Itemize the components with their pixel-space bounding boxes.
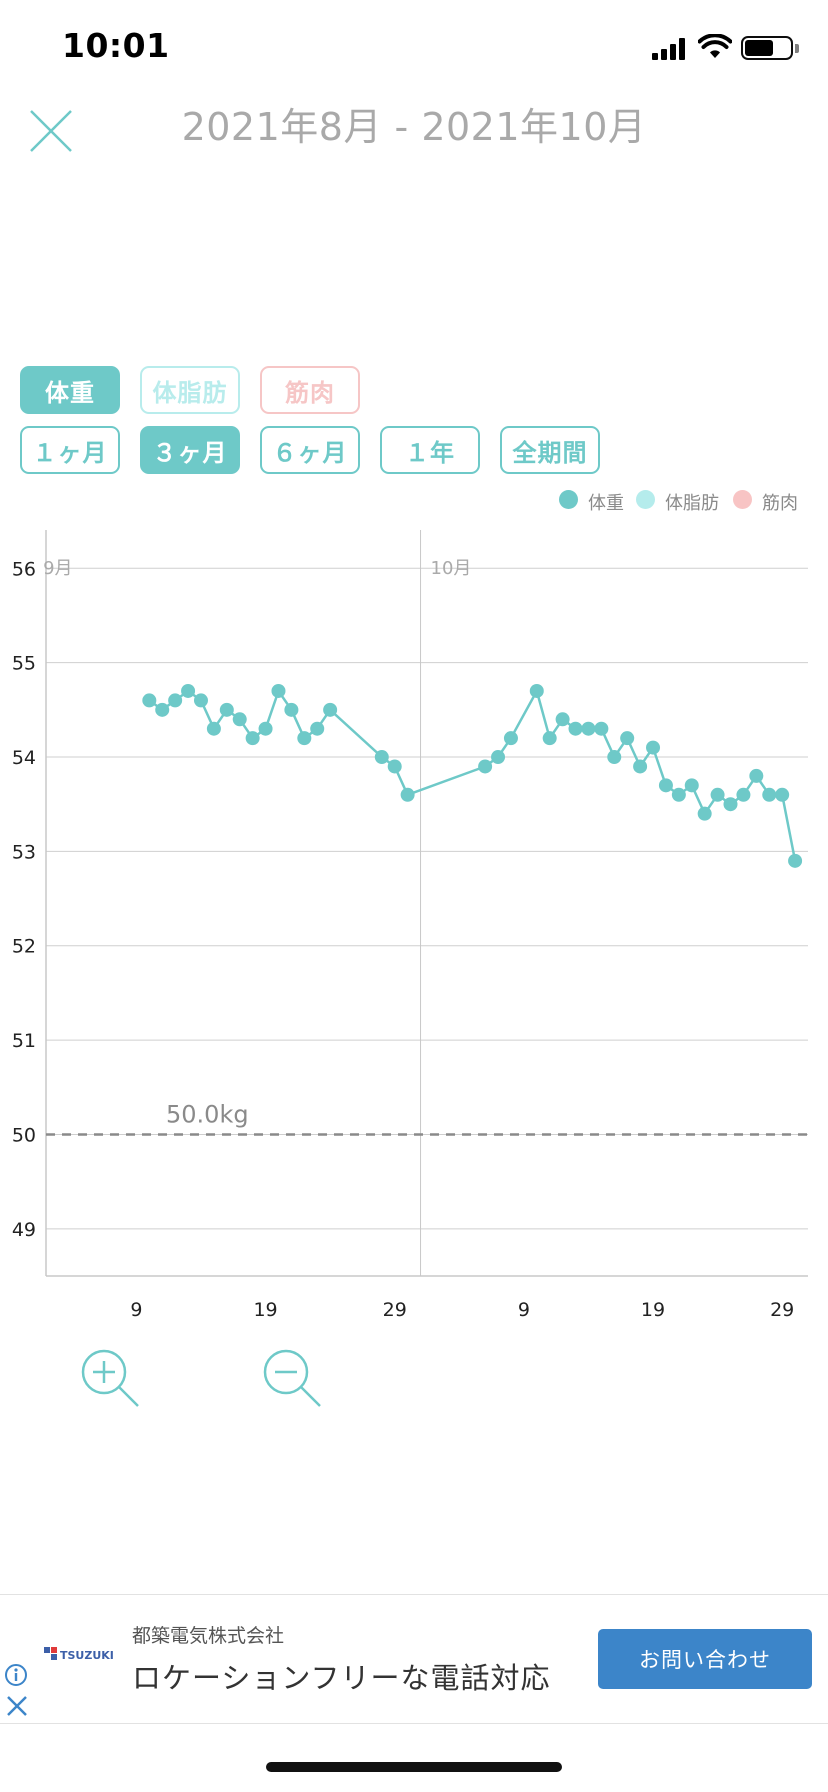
ad-logo: TSUZUKI xyxy=(44,1647,114,1671)
legend-body-fat-dot xyxy=(636,490,655,509)
legend-weight-dot xyxy=(559,490,578,509)
weight-point xyxy=(658,778,673,793)
weight-point xyxy=(749,768,764,783)
ad-info-icon[interactable] xyxy=(4,1663,28,1687)
weight-point xyxy=(697,806,712,821)
weight-point xyxy=(710,787,725,802)
weight-point xyxy=(155,702,170,717)
home-indicator xyxy=(266,1762,562,1772)
x-tick-label: 19 xyxy=(253,1299,277,1320)
battery-icon xyxy=(741,36,801,60)
month-label: 10月 xyxy=(431,558,472,579)
y-tick-label: 52 xyxy=(12,936,36,958)
tab-3-months[interactable]: ３ヶ月 xyxy=(140,426,240,474)
y-tick-label: 53 xyxy=(12,841,36,863)
zoom-out-icon xyxy=(263,1349,321,1407)
x-tick-label: 9 xyxy=(130,1299,142,1320)
weight-point xyxy=(581,721,596,736)
x-tick-label: 29 xyxy=(383,1299,407,1320)
target-label: 50.0kg xyxy=(166,1100,249,1128)
weight-point xyxy=(181,683,196,698)
weight-point xyxy=(684,778,699,793)
weight-point xyxy=(568,721,583,736)
weight-point xyxy=(374,750,389,765)
tab-6-months[interactable]: ６ヶ月 xyxy=(260,426,360,474)
weight-point xyxy=(168,693,183,708)
weight-point xyxy=(762,787,777,802)
weight-point xyxy=(245,731,260,746)
weight-point xyxy=(387,759,402,774)
weight-point xyxy=(310,721,325,736)
weight-point xyxy=(478,759,493,774)
weight-point xyxy=(206,721,221,736)
y-tick-label: 56 xyxy=(12,558,36,580)
legend-muscle-label: 筋肉 xyxy=(762,493,798,514)
tab-muscle[interactable]: 筋肉 xyxy=(260,366,360,414)
ad-banner[interactable]: TSUZUKI 都築電気株式会社 ロケーションフリーな電話対応 お問い合わせ xyxy=(0,1594,828,1724)
x-tick-label: 9 xyxy=(518,1299,530,1320)
weight-point xyxy=(271,683,286,698)
wifi-icon xyxy=(697,33,733,64)
weight-point xyxy=(788,853,803,868)
y-tick-label: 55 xyxy=(12,653,36,675)
y-tick-label: 51 xyxy=(12,1030,36,1052)
weight-point xyxy=(297,731,312,746)
legend-body-fat-label: 体脂肪 xyxy=(665,493,719,514)
weight-point xyxy=(607,750,622,765)
zoom-in-icon xyxy=(81,1349,139,1407)
weight-point xyxy=(594,721,609,736)
weight-point xyxy=(284,702,299,717)
x-tick-label: 19 xyxy=(641,1299,665,1320)
weight-point xyxy=(491,750,506,765)
weight-point xyxy=(555,712,570,727)
weight-point xyxy=(542,731,557,746)
weight-point xyxy=(323,702,338,717)
ad-company-name: 都築電気株式会社 xyxy=(132,1625,285,1647)
zoom-out-button[interactable] xyxy=(262,1348,324,1410)
weight-point xyxy=(193,693,208,708)
weight-point xyxy=(736,787,751,802)
weight-chart: 50.0kg 49 50 51 52 53 54 55 56 9月 10月 9 19 29 9 19 29 xyxy=(12,530,808,1320)
legend-muscle-dot xyxy=(733,490,752,509)
weight-point xyxy=(219,702,234,717)
weight-point xyxy=(620,731,635,746)
weight-point xyxy=(258,721,273,736)
cellular-signal-icon xyxy=(652,38,688,60)
ad-close-icon[interactable] xyxy=(6,1695,28,1717)
month-label: 9月 xyxy=(43,558,72,579)
close-button[interactable] xyxy=(28,108,74,154)
weight-point xyxy=(671,787,686,802)
weight-point xyxy=(232,712,247,727)
weight-point xyxy=(400,787,415,802)
close-icon xyxy=(30,110,72,152)
weight-point xyxy=(633,759,648,774)
ad-contact-button[interactable]: お問い合わせ xyxy=(598,1629,812,1689)
status-time: 10:01 xyxy=(62,26,170,65)
ad-logo-text: TSUZUKI xyxy=(60,1649,114,1662)
tab-all-time[interactable]: 全期間 xyxy=(500,426,600,474)
tab-weight[interactable]: 体重 xyxy=(20,366,120,414)
legend-weight-label: 体重 xyxy=(588,493,624,514)
date-range-title: 2021年8月 - 2021年10月 xyxy=(181,105,647,149)
zoom-in-button[interactable] xyxy=(80,1348,142,1410)
weight-point xyxy=(723,797,738,812)
weight-point xyxy=(503,731,518,746)
weight-point xyxy=(646,740,661,755)
tab-1-year[interactable]: １年 xyxy=(380,426,480,474)
tab-body-fat[interactable]: 体脂肪 xyxy=(140,366,240,414)
weight-point xyxy=(142,693,157,708)
weight-point xyxy=(775,787,790,802)
weight-line xyxy=(148,689,797,862)
tab-1-month[interactable]: １ヶ月 xyxy=(20,426,120,474)
x-tick-label: 29 xyxy=(770,1299,794,1320)
y-tick-label: 49 xyxy=(12,1219,36,1241)
ad-headline: ロケーションフリーな電話対応 xyxy=(132,1661,551,1695)
weight-point xyxy=(529,683,544,698)
y-tick-label: 50 xyxy=(12,1124,36,1146)
y-tick-label: 54 xyxy=(12,747,36,769)
